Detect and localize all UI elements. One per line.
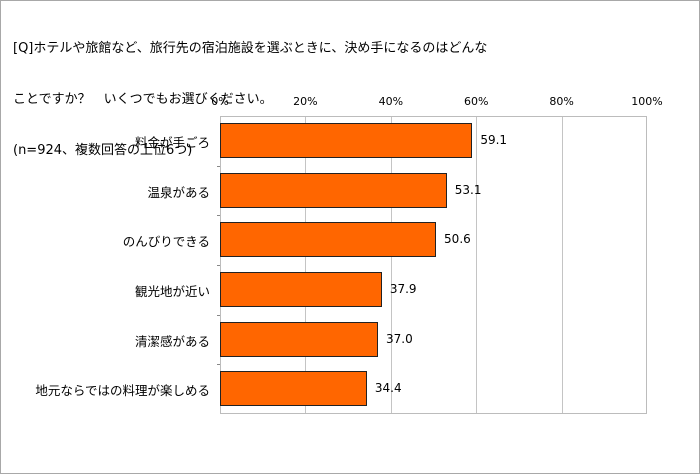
category-label: 清潔感がある (134, 333, 210, 349)
x-tick-label: 0% (211, 95, 229, 108)
y-tick (217, 265, 220, 266)
bar (220, 321, 378, 357)
title-line-2: ことですか？ いくつでもお選びください。 (13, 92, 273, 107)
y-tick (217, 215, 220, 217)
category-label: 地元ならではの料理が楽しめる (35, 383, 210, 399)
category-label: 温泉がある (147, 184, 210, 200)
plot-area (220, 116, 647, 414)
x-tick-label: 100% (631, 95, 663, 108)
x-tick-label: 60% (463, 95, 489, 108)
value-label: 34.4 (374, 381, 402, 396)
value-label: 50.6 (444, 232, 471, 247)
chart-title: [Q]ホテルや旅館など、旅行先の宿泊施設を選ぶときに、決め手になるのはどんな こ… (13, 6, 487, 176)
gridline (390, 117, 392, 413)
x-tick-label: 40% (378, 95, 404, 108)
category-label: 料金が手ごろ (134, 134, 210, 150)
x-tick-label: 80% (549, 95, 574, 108)
bar (220, 271, 382, 307)
gridline (305, 117, 307, 413)
bar (220, 172, 447, 208)
bar (220, 222, 437, 258)
value-label: 59.1 (480, 132, 508, 147)
gridline (476, 117, 478, 413)
y-tick (217, 364, 220, 366)
gridline (561, 117, 563, 413)
bar (220, 371, 367, 407)
category-label: のんびりできる (122, 234, 210, 250)
bar (220, 122, 473, 158)
value-label: 37.9 (389, 281, 417, 296)
y-tick (217, 165, 220, 167)
value-label: 37.0 (385, 331, 413, 346)
value-label: 53.1 (454, 182, 482, 197)
x-tick-label: 20% (293, 95, 318, 108)
y-tick (217, 314, 220, 316)
subtitle: (n=924、複数回答の上位6つ) (13, 143, 193, 158)
category-label: 観光地が近い (134, 283, 210, 299)
title-line-1: [Q]ホテルや旅館など、旅行先の宿泊施設を選ぶときに、決め手になるのはどんな (13, 41, 488, 56)
